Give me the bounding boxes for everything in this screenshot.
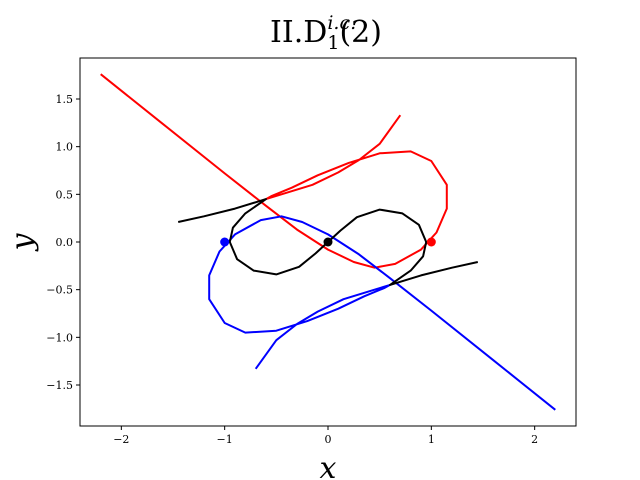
y-tick-label: −1.0: [46, 331, 73, 344]
x-tick-label: 2: [531, 433, 538, 446]
y-tick-label: −0.5: [46, 284, 73, 297]
marker-point-1: [220, 237, 230, 247]
title-suffix: (2): [339, 15, 382, 50]
series-line-0: [100, 73, 448, 269]
y-tick-label: 0.5: [56, 188, 74, 201]
x-axis-label: x: [320, 451, 337, 480]
y-tick-label: 0.0: [56, 236, 74, 249]
title-subscript: 1: [327, 32, 339, 54]
title-prefix: II.D: [270, 15, 327, 50]
series-line-1: [208, 215, 556, 411]
x-tick-label: −2: [113, 433, 129, 446]
y-tick-label: 1.5: [56, 93, 74, 106]
x-tick-label: 1: [428, 433, 435, 446]
marker-point-0: [426, 237, 436, 247]
title-superscript: i.c.: [327, 12, 356, 34]
x-tick-label: −1: [217, 433, 233, 446]
x-tick-label: 0: [325, 433, 332, 446]
marker-point-2: [323, 237, 333, 247]
y-axis-label: y: [5, 232, 40, 252]
chart-title: II.Di.c. 1(2): [270, 12, 382, 54]
plot-layer: [100, 73, 556, 411]
y-tick-label: 1.0: [56, 141, 74, 154]
y-tick-label: −1.5: [46, 379, 73, 392]
ticks-layer: −2 −1 0 1 2 −1.5 −1.0 −0.5 0.0 0.5 1.0 1.5: [46, 93, 538, 446]
